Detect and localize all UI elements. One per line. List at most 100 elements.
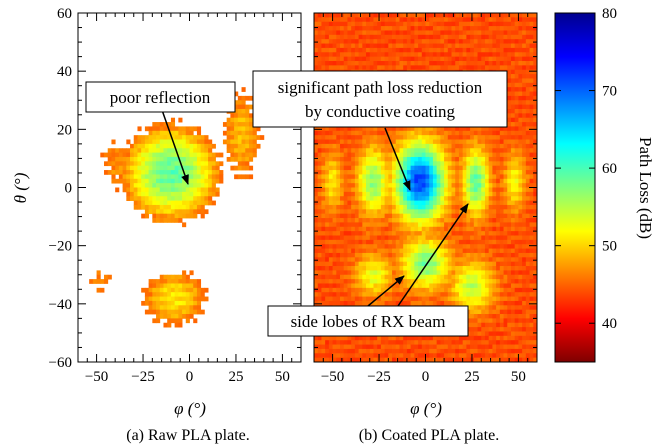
heatmap-cell bbox=[458, 252, 464, 258]
heatmap-cell bbox=[107, 161, 112, 167]
heatmap-cell bbox=[314, 156, 319, 162]
heatmap-cell bbox=[200, 183, 205, 188]
heatmap-cell bbox=[321, 21, 326, 27]
heatmap-cell bbox=[451, 292, 456, 297]
heatmap-cell bbox=[455, 335, 460, 341]
heatmap-cell bbox=[399, 43, 404, 49]
heatmap-cell bbox=[362, 60, 367, 66]
heatmap-cell bbox=[410, 239, 415, 245]
heatmap-cell bbox=[466, 270, 471, 276]
heatmap-cell bbox=[384, 235, 389, 241]
heatmap-cell bbox=[403, 279, 408, 284]
heatmap-cell bbox=[248, 152, 254, 158]
heatmap-cell bbox=[380, 156, 386, 162]
heatmap-cell bbox=[237, 156, 242, 162]
heatmap-cell bbox=[156, 170, 161, 175]
heatmap-cell bbox=[241, 156, 246, 162]
heatmap-cell bbox=[447, 178, 452, 184]
heatmap-cell bbox=[388, 266, 393, 271]
heatmap-cell bbox=[425, 165, 430, 171]
heatmap-cell bbox=[137, 200, 142, 206]
heatmap-cell bbox=[484, 148, 490, 153]
heatmap-cell bbox=[418, 300, 423, 306]
heatmap-cell bbox=[340, 26, 345, 31]
heatmap-cell bbox=[317, 196, 322, 201]
heatmap-cell bbox=[406, 17, 412, 23]
heatmap-cell bbox=[384, 152, 389, 158]
heatmap-cell bbox=[380, 47, 386, 53]
heatmap-cell bbox=[462, 47, 467, 53]
heatmap-cell bbox=[496, 13, 501, 18]
heatmap-cell bbox=[462, 130, 467, 136]
heatmap-cell bbox=[395, 296, 400, 302]
heatmap-cell bbox=[130, 165, 135, 171]
heatmap-cell bbox=[248, 126, 254, 132]
heatmap-cell bbox=[484, 314, 490, 319]
heatmap-cell bbox=[470, 239, 475, 245]
heatmap-cell bbox=[347, 231, 352, 236]
heatmap-cell bbox=[178, 196, 183, 201]
heatmap-cell bbox=[340, 209, 345, 215]
heatmap-cell bbox=[336, 344, 341, 350]
heatmap-cell bbox=[432, 152, 438, 158]
heatmap-cell bbox=[496, 161, 501, 167]
heatmap-cell bbox=[384, 34, 389, 40]
heatmap-cell bbox=[152, 309, 157, 315]
heatmap-cell bbox=[380, 39, 386, 44]
heatmap-cell bbox=[380, 30, 386, 36]
heatmap-cell bbox=[451, 231, 456, 236]
heatmap-cell bbox=[362, 130, 367, 136]
heatmap-cell bbox=[193, 309, 198, 315]
heatmap-cell bbox=[380, 222, 386, 228]
heatmap-cell bbox=[170, 126, 176, 132]
heatmap-cell bbox=[444, 226, 449, 232]
heatmap-cell bbox=[473, 196, 478, 201]
panel-raw-x-tick-label: −25 bbox=[131, 369, 154, 385]
heatmap-cell bbox=[167, 305, 172, 311]
heatmap-cell bbox=[436, 13, 441, 18]
heatmap-cell bbox=[444, 257, 449, 263]
heatmap-cell bbox=[455, 183, 460, 188]
heatmap-cell bbox=[314, 248, 319, 254]
heatmap-cell bbox=[403, 300, 408, 306]
heatmap-cell bbox=[481, 300, 486, 306]
heatmap-cell bbox=[351, 283, 356, 289]
heatmap-cell bbox=[358, 43, 363, 49]
heatmap-cell bbox=[204, 196, 209, 201]
heatmap-cell bbox=[354, 204, 359, 210]
heatmap-cell bbox=[481, 209, 486, 215]
heatmap-cell bbox=[406, 231, 412, 236]
heatmap-cell bbox=[488, 344, 493, 350]
heatmap-cell bbox=[211, 156, 216, 162]
heatmap-cell bbox=[418, 148, 423, 153]
heatmap-cell bbox=[148, 152, 153, 158]
heatmap-cell bbox=[462, 143, 467, 149]
heatmap-cell bbox=[477, 292, 482, 297]
heatmap-cell bbox=[410, 222, 415, 228]
heatmap-cell bbox=[481, 30, 486, 36]
heatmap-cell bbox=[351, 17, 356, 23]
heatmap-cell bbox=[336, 21, 341, 27]
heatmap-cell bbox=[159, 300, 164, 306]
heatmap-cell bbox=[189, 305, 194, 311]
heatmap-cell bbox=[354, 283, 359, 289]
heatmap-cell bbox=[332, 226, 337, 232]
heatmap-cell bbox=[373, 222, 378, 228]
heatmap-cell bbox=[182, 200, 187, 206]
heatmap-cell bbox=[421, 239, 426, 245]
annotation-poor-reflection: poor reflection bbox=[110, 88, 211, 107]
heatmap-cell bbox=[425, 231, 430, 236]
heatmap-cell bbox=[418, 196, 423, 201]
heatmap-cell bbox=[425, 344, 430, 350]
heatmap-cell bbox=[189, 178, 194, 184]
heatmap-cell bbox=[499, 196, 504, 201]
heatmap-cell bbox=[432, 148, 438, 153]
heatmap-cell bbox=[477, 60, 482, 66]
heatmap-cell bbox=[351, 43, 356, 49]
heatmap-cell bbox=[499, 30, 504, 36]
heatmap-cell bbox=[392, 178, 397, 184]
heatmap-cell bbox=[403, 143, 408, 149]
heatmap-cell bbox=[185, 165, 190, 171]
heatmap-cell bbox=[418, 135, 423, 140]
heatmap-cell bbox=[481, 331, 486, 337]
